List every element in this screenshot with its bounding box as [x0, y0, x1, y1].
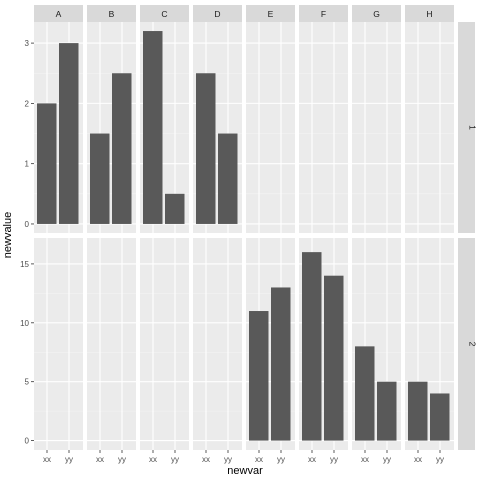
panel-background-2-C	[140, 238, 189, 450]
row-strip-label-1: 1	[468, 125, 478, 130]
x-tick-label: xx	[96, 455, 104, 464]
facet-strip-label-D: D	[214, 9, 220, 19]
bar-E-yy	[271, 287, 291, 441]
panel-background-1-F	[299, 22, 348, 233]
x-axis-title: newvar	[227, 465, 263, 477]
x-tick-label: yy	[118, 455, 126, 464]
x-tick-label: yy	[277, 455, 285, 464]
bar-A-xx	[37, 103, 57, 224]
panel-background-2-A	[34, 238, 83, 450]
facet-strip-G	[352, 5, 401, 22]
x-tick-label: xx	[43, 455, 51, 464]
x-tick-label: yy	[171, 455, 179, 464]
bar-D-yy	[218, 133, 238, 224]
x-tick-label: xx	[255, 455, 263, 464]
facet-strip-label-B: B	[109, 9, 115, 19]
x-tick-label: xx	[202, 455, 210, 464]
row-strip-2	[458, 238, 475, 450]
facet-strip-H	[405, 5, 454, 22]
panel-background-2-D	[193, 238, 242, 450]
facet-strip-D	[193, 5, 242, 22]
y-tick-label: 0	[25, 220, 30, 229]
x-tick-label: yy	[436, 455, 444, 464]
panel-background-2-B	[87, 238, 136, 450]
facet-strip-F	[299, 5, 348, 22]
panel-background-1-E	[246, 22, 295, 233]
bar-B-yy	[112, 73, 132, 224]
x-tick-label: yy	[65, 455, 73, 464]
bar-A-yy	[59, 43, 79, 224]
y-axis-title: newvalue	[2, 212, 14, 258]
bar-C-yy	[165, 193, 185, 224]
facet-strip-label-C: C	[161, 9, 167, 19]
bar-F-xx	[302, 252, 322, 441]
bar-D-xx	[196, 73, 216, 224]
x-tick-label: yy	[224, 455, 232, 464]
x-tick-label: xx	[414, 455, 422, 464]
bar-H-xx	[408, 381, 428, 441]
panel-background-1-G	[352, 22, 401, 233]
row-strip-label-2: 2	[468, 342, 478, 347]
facet-strip-label-F: F	[321, 9, 326, 19]
x-tick-label: yy	[330, 455, 338, 464]
facet-strip-label-G: G	[373, 9, 380, 19]
bar-F-yy	[324, 275, 344, 441]
x-tick-label: xx	[361, 455, 369, 464]
y-tick-label: 2	[25, 99, 30, 108]
x-tick-label: xx	[308, 455, 316, 464]
bar-G-xx	[355, 346, 375, 441]
x-tick-label: yy	[383, 455, 391, 464]
bar-H-yy	[430, 393, 450, 441]
y-tick-label: 1	[25, 160, 30, 169]
bar-B-xx	[90, 133, 110, 224]
facet-strip-C	[140, 5, 189, 22]
y-tick-label: 0	[25, 437, 30, 446]
y-tick-label: 5	[25, 378, 30, 387]
panel-background-1-H	[405, 22, 454, 233]
y-tick-label: 3	[25, 39, 30, 48]
y-tick-label: 15	[20, 260, 29, 269]
facet-strip-E	[246, 5, 295, 22]
bar-C-xx	[143, 31, 163, 224]
bar-G-yy	[377, 381, 397, 441]
facet-strip-label-E: E	[268, 9, 274, 19]
facet-strip-B	[87, 5, 136, 22]
bar-E-xx	[249, 311, 269, 441]
x-tick-label: xx	[149, 455, 157, 464]
y-tick-label: 10	[20, 319, 29, 328]
facet-strip-A	[34, 5, 83, 22]
row-strip-1	[458, 22, 475, 233]
facet-strip-label-A: A	[56, 9, 62, 19]
facet-strip-label-H: H	[426, 9, 432, 19]
